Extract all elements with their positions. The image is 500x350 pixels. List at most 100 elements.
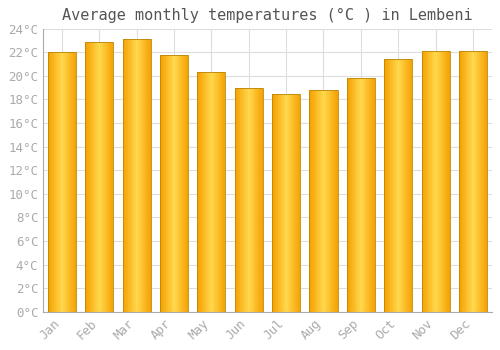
Bar xyxy=(372,78,373,312)
Bar xyxy=(166,55,168,312)
Bar xyxy=(50,52,51,312)
Bar xyxy=(165,55,166,312)
Bar xyxy=(318,90,319,312)
Bar xyxy=(161,55,162,312)
Bar xyxy=(463,51,464,312)
Bar xyxy=(175,55,176,312)
Bar xyxy=(222,72,223,312)
Bar xyxy=(334,90,336,312)
Bar xyxy=(60,52,61,312)
Bar xyxy=(146,39,148,312)
Bar xyxy=(125,39,126,312)
Bar xyxy=(112,42,114,312)
Title: Average monthly temperatures (°C ) in Lembeni: Average monthly temperatures (°C ) in Le… xyxy=(62,8,472,23)
Bar xyxy=(53,52,54,312)
Bar xyxy=(273,93,274,312)
Bar xyxy=(298,93,299,312)
Bar xyxy=(204,72,205,312)
Bar xyxy=(399,60,400,312)
Bar xyxy=(402,60,404,312)
Bar xyxy=(279,93,280,312)
Bar xyxy=(257,88,258,312)
Bar xyxy=(295,93,296,312)
Bar xyxy=(326,90,327,312)
Bar xyxy=(162,55,163,312)
Bar xyxy=(54,52,55,312)
Bar xyxy=(137,39,138,312)
Bar xyxy=(467,51,468,312)
Bar xyxy=(123,39,124,312)
Bar xyxy=(284,93,285,312)
Bar xyxy=(395,60,396,312)
Bar xyxy=(71,52,72,312)
Bar xyxy=(224,72,225,312)
Bar xyxy=(98,42,100,312)
Bar xyxy=(172,55,173,312)
Bar xyxy=(72,52,73,312)
Bar xyxy=(461,51,462,312)
Bar xyxy=(449,51,450,312)
Bar xyxy=(294,93,295,312)
Bar xyxy=(481,51,482,312)
Bar xyxy=(478,51,479,312)
Bar xyxy=(59,52,60,312)
Bar xyxy=(245,88,246,312)
Bar xyxy=(337,90,338,312)
Bar xyxy=(225,72,226,312)
Bar xyxy=(371,78,372,312)
Bar xyxy=(422,51,450,312)
Bar xyxy=(315,90,316,312)
Bar xyxy=(390,60,391,312)
Bar xyxy=(138,39,139,312)
Bar xyxy=(366,78,367,312)
Bar xyxy=(367,78,368,312)
Bar xyxy=(51,52,52,312)
Bar xyxy=(297,93,298,312)
Bar xyxy=(327,90,328,312)
Bar xyxy=(250,88,251,312)
Bar xyxy=(275,93,276,312)
Bar xyxy=(365,78,366,312)
Bar xyxy=(198,72,226,312)
Bar xyxy=(234,88,236,312)
Bar xyxy=(206,72,207,312)
Bar xyxy=(102,42,103,312)
Bar xyxy=(348,78,349,312)
Bar xyxy=(322,90,323,312)
Bar xyxy=(61,52,62,312)
Bar xyxy=(100,42,101,312)
Bar xyxy=(286,93,287,312)
Bar xyxy=(276,93,277,312)
Bar xyxy=(122,39,123,312)
Bar xyxy=(259,88,260,312)
Bar xyxy=(462,51,463,312)
Bar xyxy=(330,90,331,312)
Bar xyxy=(176,55,177,312)
Bar xyxy=(427,51,428,312)
Bar xyxy=(325,90,326,312)
Bar xyxy=(442,51,443,312)
Bar xyxy=(178,55,179,312)
Bar xyxy=(255,88,256,312)
Bar xyxy=(316,90,317,312)
Bar xyxy=(209,72,210,312)
Bar xyxy=(283,93,284,312)
Bar xyxy=(292,93,293,312)
Bar xyxy=(56,52,57,312)
Bar xyxy=(388,60,390,312)
Bar xyxy=(73,52,74,312)
Bar xyxy=(160,55,161,312)
Bar xyxy=(174,55,175,312)
Bar xyxy=(253,88,254,312)
Bar xyxy=(242,88,243,312)
Bar xyxy=(205,72,206,312)
Bar xyxy=(446,51,447,312)
Bar xyxy=(107,42,108,312)
Bar xyxy=(208,72,209,312)
Bar xyxy=(319,90,320,312)
Bar xyxy=(87,42,88,312)
Bar xyxy=(95,42,96,312)
Bar xyxy=(424,51,425,312)
Bar xyxy=(396,60,397,312)
Bar xyxy=(134,39,135,312)
